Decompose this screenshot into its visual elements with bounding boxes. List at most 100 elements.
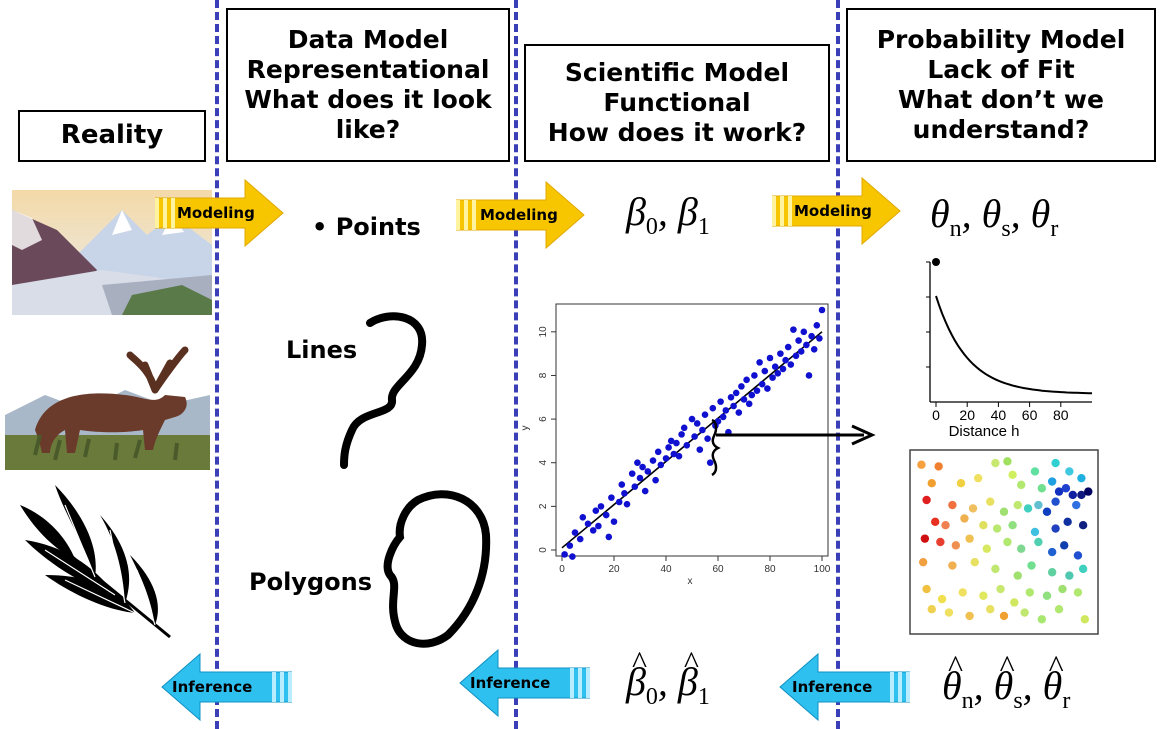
theta-n-subscript: n [949,216,962,242]
regression-data-point [748,391,756,399]
spatial-data-point [1068,490,1077,500]
spatial-data-point [937,594,947,604]
regression-data-point [634,459,641,467]
regression-data-point [569,553,576,560]
theta-estimates: ^ θn, ^ θs, ^ θr [942,648,1071,714]
regression-data-point [735,409,743,416]
spatial-data-point [1084,487,1093,496]
spatial-data-point [999,611,1009,621]
header-probability-model-line-4: understand? [912,115,1090,144]
spatial-data-point [948,561,957,570]
semivariogram-curve [935,295,1093,395]
lines-label: Lines [286,336,358,364]
spatial-data-point [1017,544,1026,553]
regression-data-point [636,474,644,482]
spatial-data-point [1065,467,1074,476]
spatial-data-point [999,507,1009,516]
regression-data-point [592,507,600,515]
regression-y-tick-label: 2 [538,503,549,509]
spatial-data-point [951,541,961,550]
semivariogram-x-tick-label: 60 [1022,407,1038,423]
regression-data-point [649,457,657,464]
modeling-arrow-3: Modeling [772,176,902,246]
inference-arrow-1: Inference [160,652,292,722]
theta-hat-separator-2: , [1022,663,1033,708]
regression-data-point [800,328,808,336]
inference-arrow-3: Inference [778,652,910,722]
regression-data-point [717,398,724,405]
regression-data-point [688,415,696,423]
regression-data-point [571,529,579,536]
divider-2 [514,0,518,729]
spatial-data-point [1051,458,1060,468]
regression-data-point [810,345,818,353]
regression-data-point [816,335,823,342]
spatial-data-point [1051,524,1060,533]
regression-data-point [732,389,740,397]
regression-data-point [740,396,748,403]
beta-parameters: β0, β1 [626,188,710,241]
beta-separator: , [657,189,668,234]
spatial-data-point [960,514,969,523]
regression-data-point [818,306,826,314]
spatial-data-point [934,462,943,471]
regression-data-point [761,367,769,375]
spatial-data-point [1042,591,1052,600]
regression-data-point [644,468,652,475]
regression-data-point [576,535,584,543]
regression-data-point [680,424,688,432]
regression-data-point [727,393,735,401]
theta-r-symbol: θ [1030,191,1051,236]
regression-data-point [764,385,771,392]
regression-data-point [706,459,714,467]
spatial-data-point [1037,615,1047,624]
semivariogram-x-tick-label: 80 [1053,407,1069,423]
regression-data-point [675,452,683,460]
spatial-data-point [1003,457,1012,466]
spatial-data-point [1065,571,1074,580]
regression-data-point [662,455,670,462]
regression-data-point [797,348,805,355]
theta-parameters: θn, θs, θr [930,190,1058,243]
header-probability-model-line-2: Lack of Fit [927,55,1075,84]
regression-x-tick-label: 100 [814,564,831,575]
spatial-data-point [1034,500,1043,510]
spatial-data-point [941,521,950,530]
spatial-data-point [936,537,945,547]
regression-data-point [628,470,636,477]
spatial-data-point [982,544,991,553]
regression-data-point [667,437,675,445]
nugget-point [932,258,940,266]
regression-data-point [758,380,766,388]
regression-data-point [745,400,753,408]
regression-y-tick-label: 4 [538,460,549,466]
theta-s-symbol: θ [981,191,1002,236]
regression-data-point [756,359,763,366]
regression-data-point [691,433,698,440]
regression-data-point [753,387,761,395]
beta-hat-separator: , [657,659,668,704]
spatial-data-point [986,605,995,614]
spatial-data-point [927,479,936,488]
regression-data-point [787,361,795,368]
regression-x-tick-label: 20 [608,564,620,575]
spatial-data-point [992,524,1002,533]
beta-0-hat-symbol: β [626,659,646,704]
spatial-data-point [1078,564,1088,574]
semivariogram-x-axis-label: Distance h [949,423,1020,440]
regression-x-tick-label: 40 [660,564,672,575]
regression-data-point [618,481,626,488]
spatial-data-point [991,458,1000,468]
spatial-data-point [1080,615,1090,624]
semivariogram-x-tick-label: 40 [991,407,1007,423]
beta-1-symbol: β [677,189,698,234]
regression-data-point [678,431,685,438]
regression-data-point [795,337,802,344]
spatial-data-point [1072,500,1081,510]
regression-data-point [777,350,784,357]
theta-n-symbol: θ [930,191,950,236]
semivariogram-plot: 0 20 40 60 80 Distance h [926,258,1093,440]
spatial-data-point [1054,487,1064,496]
beta-estimates: ^ β0, ^ β1 [626,644,710,710]
spatial-data-point [920,534,930,543]
